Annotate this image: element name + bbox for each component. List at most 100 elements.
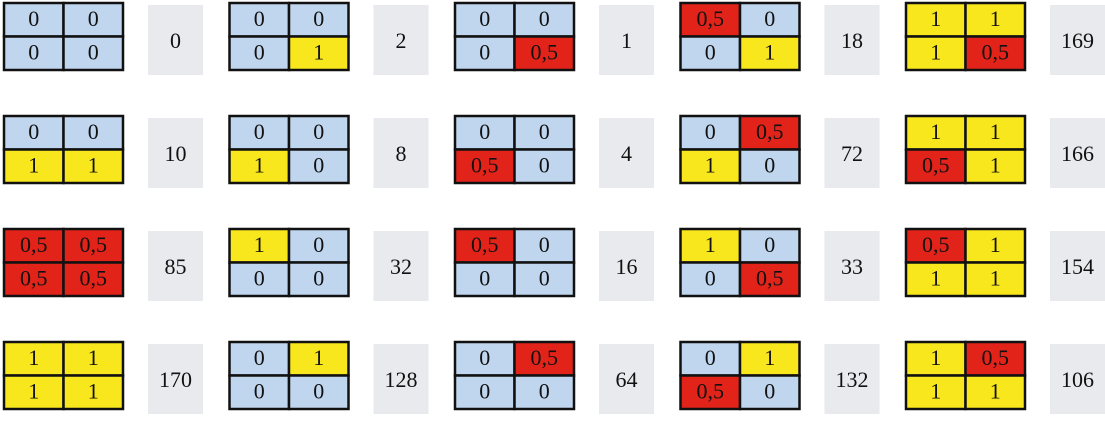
code-box — [1050, 344, 1105, 414]
cell — [513, 1, 576, 38]
cell-value: 1 — [990, 232, 1001, 257]
code-box — [148, 231, 203, 301]
code: 32 — [390, 254, 412, 279]
cell-value: 0 — [479, 345, 490, 370]
cell — [287, 114, 350, 151]
code-box — [148, 5, 203, 75]
cell-value: 0 — [479, 378, 490, 403]
cell — [2, 35, 65, 72]
cell-value: 0,5 — [922, 232, 950, 257]
cell — [453, 227, 516, 264]
cell-value: 0 — [313, 232, 324, 257]
cell — [513, 374, 576, 411]
cell-value: 0 — [479, 265, 490, 290]
code-box — [1050, 118, 1105, 188]
cell — [679, 261, 742, 298]
cell-value: 0,5 — [80, 265, 108, 290]
cell-value: 1 — [930, 378, 941, 403]
cell-value: 0 — [479, 6, 490, 31]
code-box — [373, 5, 429, 75]
cell — [62, 340, 125, 377]
cell-value: 0,5 — [471, 152, 499, 177]
cell-value: 1 — [764, 345, 775, 370]
cell-value: 1 — [28, 152, 39, 177]
cell — [738, 148, 801, 185]
cell-value: 0 — [705, 39, 716, 64]
code-box — [824, 118, 880, 188]
code: 132 — [836, 367, 869, 392]
cell-value: 0,5 — [756, 119, 784, 144]
code: 128 — [385, 367, 418, 392]
cell — [904, 1, 967, 38]
cell — [738, 114, 801, 151]
cell-value: 0 — [313, 119, 324, 144]
code: 85 — [165, 254, 187, 279]
cell — [62, 35, 125, 72]
code-box — [599, 118, 654, 188]
cell-value: 1 — [930, 345, 941, 370]
cell-value: 0,5 — [922, 152, 950, 177]
cell-value: 0,5 — [697, 6, 725, 31]
cell — [287, 35, 350, 72]
cell-value: 1 — [764, 39, 775, 64]
cell-value: 0 — [539, 232, 550, 257]
code-box — [599, 344, 654, 414]
cell-value: 0 — [705, 345, 716, 370]
code: 0 — [170, 28, 181, 53]
code: 106 — [1061, 367, 1094, 392]
cell — [453, 35, 516, 72]
cell-value: 0 — [28, 6, 39, 31]
cell-value: 1 — [313, 39, 324, 64]
cell — [513, 261, 576, 298]
cell-value: 0,5 — [80, 232, 108, 257]
cell-value: 0,5 — [20, 232, 48, 257]
cell — [287, 340, 350, 377]
cell-value: 1 — [88, 152, 99, 177]
cell — [679, 114, 742, 151]
cell — [62, 114, 125, 151]
cell-value: 1 — [990, 6, 1001, 31]
cell — [287, 261, 350, 298]
code: 72 — [841, 141, 863, 166]
cell-value: 1 — [990, 378, 1001, 403]
cell — [738, 261, 801, 298]
cell — [738, 35, 801, 72]
code-box — [824, 231, 880, 301]
code: 10 — [165, 141, 187, 166]
cell — [62, 227, 125, 264]
code-box — [1050, 5, 1105, 75]
code: 170 — [159, 367, 192, 392]
cell-value: 0,5 — [756, 265, 784, 290]
cell-value: 0,5 — [20, 265, 48, 290]
cell — [228, 114, 291, 151]
cell-value: 0 — [764, 152, 775, 177]
code: 8 — [396, 141, 407, 166]
code-box — [148, 118, 203, 188]
cell-value: 1 — [88, 345, 99, 370]
cell — [513, 114, 576, 151]
cell-value: 0 — [88, 6, 99, 31]
cell-value: 1 — [254, 152, 265, 177]
cell-value: 1 — [254, 232, 265, 257]
cell — [287, 227, 350, 264]
code: 154 — [1061, 254, 1094, 279]
cell — [287, 148, 350, 185]
code-box — [824, 344, 880, 414]
cell — [964, 35, 1027, 72]
cell-value: 0 — [254, 39, 265, 64]
cell — [228, 148, 291, 185]
cell-value: 0 — [313, 265, 324, 290]
cell-value: 0 — [705, 265, 716, 290]
cell-value: 1 — [990, 152, 1001, 177]
cell-value: 0,5 — [982, 345, 1010, 370]
code-box — [599, 231, 654, 301]
cell-value: 0 — [539, 119, 550, 144]
cell-value: 0,5 — [531, 345, 559, 370]
code-box — [373, 344, 429, 414]
cell-value: 0 — [764, 232, 775, 257]
cell — [62, 148, 125, 185]
cell — [964, 114, 1027, 151]
code: 169 — [1061, 28, 1094, 53]
cell-value: 0 — [28, 119, 39, 144]
cell — [62, 374, 125, 411]
